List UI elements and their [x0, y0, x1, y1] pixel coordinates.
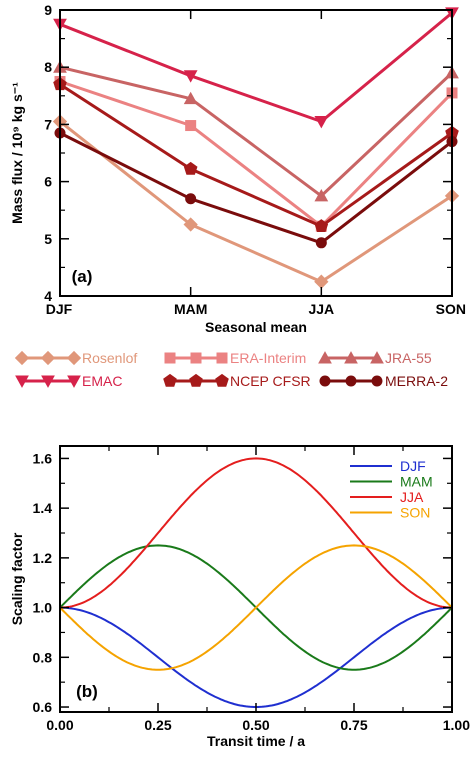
- legend-label: JRA-55: [385, 350, 432, 366]
- legend-marker: [40, 350, 56, 366]
- series-line-merra-2: [59, 131, 453, 245]
- panel-label-a: (a): [72, 267, 93, 286]
- legend-item-merra-2: MERRA-2: [319, 373, 448, 389]
- data-point-emac-mam: [183, 70, 198, 83]
- legend-item-jra-55: JRA-55: [318, 350, 432, 366]
- legend-marker: [345, 375, 357, 387]
- legend-marker: [344, 351, 358, 364]
- y-tick-label-b: 1.6: [33, 450, 53, 466]
- y-tick-label-a: 7: [44, 116, 52, 132]
- legend-item-jja: JJA: [350, 489, 424, 505]
- x-tick-label-b: 0.00: [46, 717, 73, 733]
- legend-marker: [66, 350, 82, 366]
- x-tick-label-a: DJF: [46, 301, 73, 317]
- x-tick-label-b: 0.50: [242, 717, 269, 733]
- legend-marker: [15, 375, 29, 388]
- y-tick-label-a: 4: [44, 288, 52, 304]
- y-axis-label-b: Scaling factor: [9, 532, 25, 625]
- legend-marker: [67, 375, 81, 388]
- legend-item-era-interim: ERA-Interim: [164, 350, 306, 366]
- legend-item-rosenlof: Rosenlof: [14, 350, 137, 366]
- series-line-son: [59, 544, 453, 671]
- data-point-rosenlof-mam: [183, 217, 198, 232]
- legend-item-son: SON: [350, 505, 430, 521]
- series-group-a: [52, 7, 460, 289]
- legend-item-mam: MAM: [350, 474, 433, 490]
- legend-marker: [163, 373, 177, 387]
- series-line-emac: [59, 11, 453, 123]
- legend-marker: [190, 352, 202, 364]
- data-point-ncep-cfsr-mam: [183, 161, 198, 175]
- y-axis-label-a: Mass flux / 10⁹ kg s⁻¹: [9, 82, 25, 224]
- legend-marker: [189, 373, 203, 387]
- legend-item-djf: DJF: [350, 458, 426, 474]
- x-tick-label-a: MAM: [174, 301, 207, 317]
- data-point-rosenlof-jja: [314, 274, 329, 289]
- legend-item-ncep-cfsr: NCEP CFSR: [163, 373, 311, 389]
- x-tick-label-b: 0.25: [144, 717, 171, 733]
- y-tick-label-b: 1.2: [33, 550, 53, 566]
- legend-label: DJF: [400, 458, 426, 474]
- y-tick-label-b: 0.6: [33, 699, 53, 715]
- legend-marker: [216, 352, 228, 364]
- legend-marker: [371, 375, 383, 387]
- legend-a: Rosenlof ERA-Interim JRA-55 EMAC NCEP CFSR ME…: [14, 350, 448, 389]
- panel-b: 0.6 0.8 1.0 1.2 1.4 1.6 0.00 0.25 0.50 0.75 1.00 Tr…: [9, 445, 470, 749]
- data-point-jra-55-mam: [183, 91, 198, 105]
- y-tick-label-a: 6: [44, 174, 52, 190]
- data-point-era-interim-mam: [185, 120, 197, 132]
- legend-marker: [318, 351, 332, 364]
- x-tick-label-a: SON: [436, 301, 466, 317]
- legend-label: SON: [400, 505, 430, 521]
- data-point-jra-55-jja: [314, 189, 329, 202]
- series-line-era-interim: [59, 80, 454, 228]
- y-tick-label-a: 9: [44, 2, 52, 18]
- panel-label-b: (b): [76, 682, 98, 701]
- legend-label: MERRA-2: [385, 373, 448, 389]
- x-axis-label-a: Seasonal mean: [205, 319, 307, 335]
- legend-marker: [319, 375, 331, 387]
- y-tick-label-b: 1.4: [33, 500, 53, 516]
- legend-label: ERA-Interim: [230, 350, 306, 366]
- legend-marker: [14, 350, 30, 366]
- legend-label: JJA: [400, 489, 424, 505]
- series-line-ncep-cfsr: [59, 83, 453, 228]
- y-tick-label-b: 0.8: [33, 649, 53, 665]
- legend-item-emac: EMAC: [15, 373, 122, 389]
- panel-a: 4 5 6 7 8 9 DJF MAM JJA SON Seasonal mean Mass flux…: [9, 2, 466, 335]
- y-tick-label-a: 8: [44, 59, 52, 75]
- x-tick-label-b: 1.00: [443, 717, 470, 733]
- x-tick-label-b: 0.75: [340, 717, 367, 733]
- legend-marker: [215, 373, 229, 387]
- y-tick-label-a: 5: [44, 231, 52, 247]
- series-group-b: [59, 457, 453, 708]
- data-point-merra-2-jja: [315, 237, 327, 249]
- y-tick-label-b: 1.0: [33, 600, 53, 616]
- legend-label: EMAC: [82, 373, 122, 389]
- legend-marker: [164, 352, 176, 364]
- legend-label: MAM: [400, 474, 433, 490]
- data-point-ncep-cfsr-jja: [314, 219, 329, 232]
- legend-label: Rosenlof: [82, 350, 137, 366]
- series-line-rosenlof: [59, 120, 453, 284]
- data-point-emac-jja: [314, 116, 329, 129]
- series-line-jja: [60, 457, 452, 609]
- x-tick-label-a: JJA: [308, 301, 334, 317]
- legend-marker: [41, 375, 55, 388]
- series-line-jra-55: [59, 65, 454, 198]
- legend-label: NCEP CFSR: [230, 373, 311, 389]
- plot-frame-b: [59, 445, 453, 713]
- legend-marker: [370, 351, 384, 364]
- data-point-merra-2-mam: [185, 193, 197, 205]
- x-axis-label-b: Transit time / a: [207, 733, 305, 749]
